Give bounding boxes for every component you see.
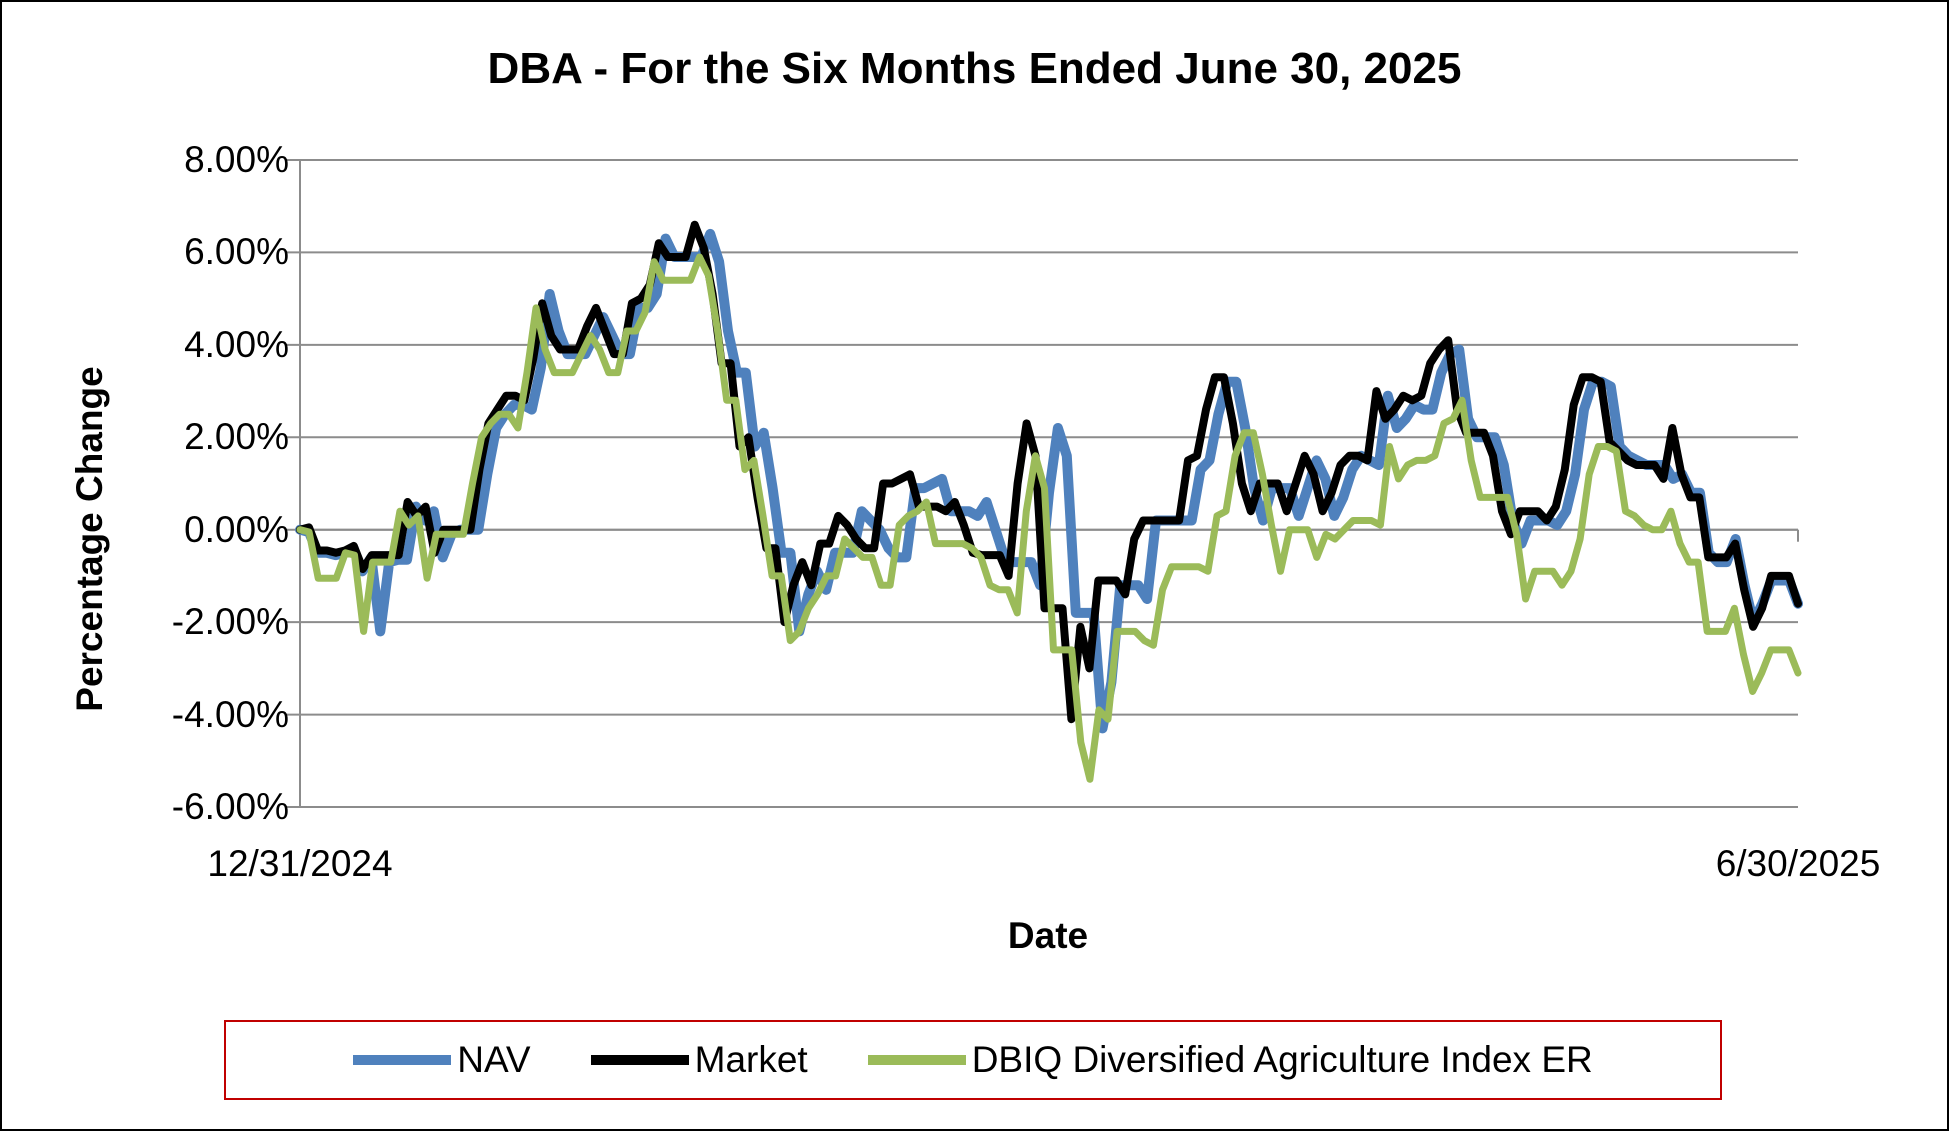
y-tick-label: -4.00% (171, 693, 289, 735)
y-tick-label: -2.00% (171, 601, 289, 643)
y-axis-label: Percentage Change (69, 366, 110, 712)
legend-item: NAV (353, 1039, 531, 1081)
y-tick-label: -6.00% (171, 786, 289, 827)
x-axis-label: Date (1007, 915, 1089, 956)
x-tick-label: 6/30/2025 (1715, 843, 1881, 884)
legend-swatch (353, 1055, 452, 1065)
y-tick-label: 8.00% (184, 139, 289, 180)
series-line-nav (295, 228, 1803, 734)
chart-title: DBA - For the Six Months Ended June 30, … (487, 44, 1462, 93)
legend: NAV Market DBIQ Diversified Agriculture In… (224, 1020, 1722, 1100)
gridlines (286, 159, 1798, 808)
legend-swatch (590, 1055, 689, 1065)
y-tick-label: 0.00% (184, 508, 289, 550)
legend-label: Market (694, 1039, 808, 1080)
legend-item: DBIQ Diversified Agriculture Index ER (867, 1039, 1593, 1081)
legend-label: NAV (457, 1039, 531, 1080)
legend-swatch (867, 1055, 966, 1065)
y-tick-label: 2.00% (184, 416, 289, 458)
series-layer (295, 220, 1803, 783)
series-line-dbiq-diversified-agriculture-index-er (296, 253, 1802, 783)
y-tick-label: 4.00% (184, 323, 289, 365)
legend-item: Market (590, 1039, 808, 1081)
y-tick-label: 6.00% (184, 231, 289, 273)
x-tick-label: 12/31/2024 (207, 843, 393, 884)
legend-label: DBIQ Diversified Agriculture Index ER (971, 1039, 1593, 1080)
